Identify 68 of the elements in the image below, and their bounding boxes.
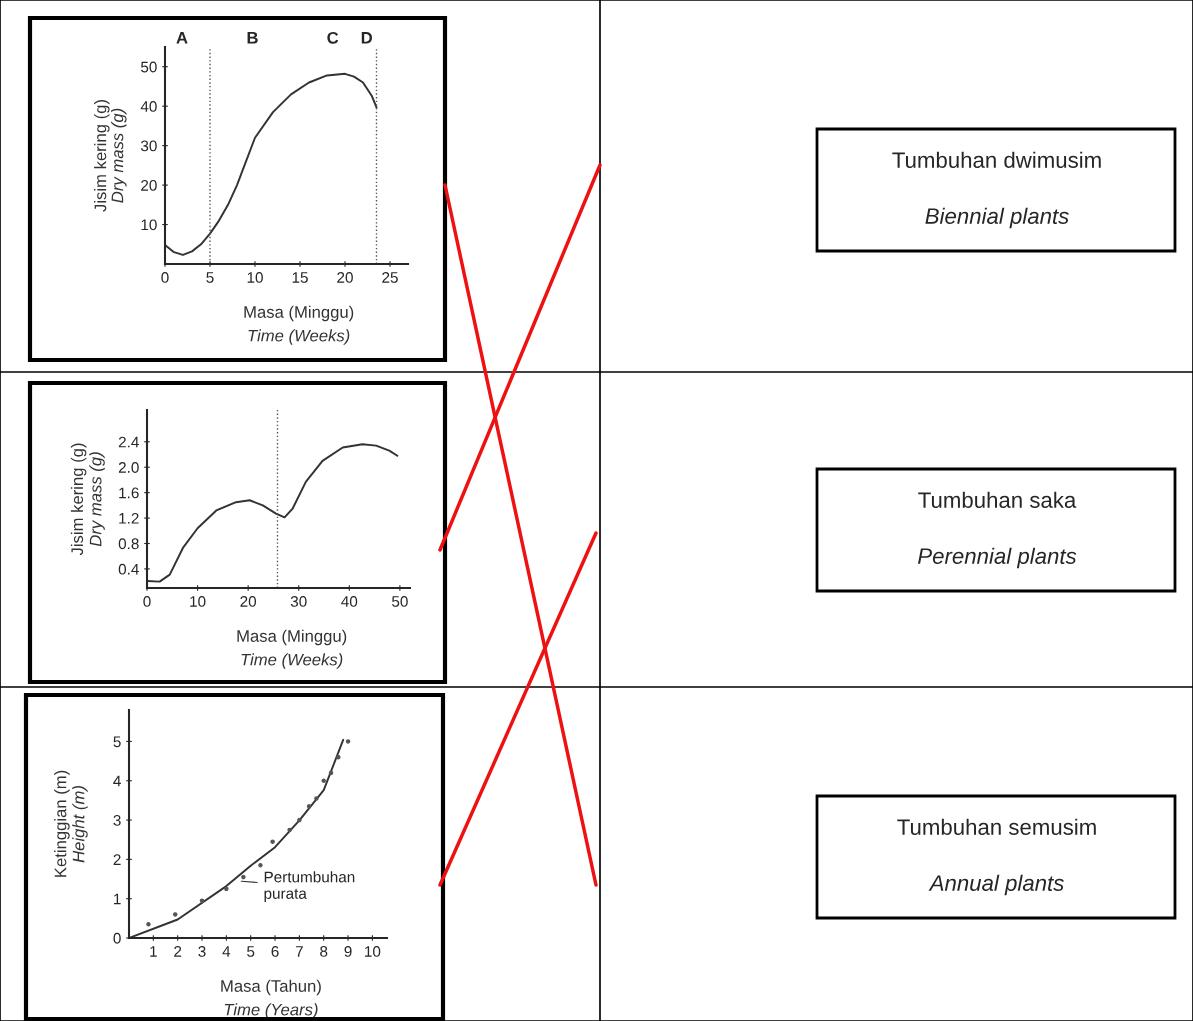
annotation: Pertumbuhan purata [264,871,355,902]
y-tick-label: 0.4 [118,563,139,575]
x-tick-label: 50 [392,596,408,607]
y-axis-title: Jisim kering (g) Dry mass (g) [70,443,105,556]
x-tick-label: 4 [222,946,231,957]
y-tick-label: 4 [113,775,121,787]
x-tick-label: 40 [341,596,358,607]
x-tick-label: 10 [190,596,206,607]
y-tick-label: 2 [113,854,121,865]
line-series [147,443,399,583]
point [258,863,263,868]
y-tick-label: 0 [113,932,121,944]
y-tick-label: 10 [141,219,157,231]
x-tick-label: 20 [337,272,353,283]
line-series [165,72,378,256]
point [306,804,312,809]
x-tick-label: 5 [247,946,255,957]
text: A [176,32,188,44]
y-axis-title: Jisim kering (g) Dry mass (g) [94,100,127,212]
x-axis-title: Masa (Minggu) Time (Weeks) [237,629,347,669]
x-tick-label: 25 [382,272,398,283]
point [321,778,326,784]
y-tick-label: 0.8 [118,538,139,550]
x-tick-label: 5 [206,272,214,283]
y-tick-label: 1.2 [119,512,139,524]
point [336,754,341,760]
text: Tumbuhan dwimusim Biennial plants [892,151,1101,229]
x-axis-title: Masa (Tahun) Time (Years) [221,979,321,1019]
text: Tumbuhan semusim Annual plants [897,818,1096,896]
x-tick-label: 3 [198,946,206,957]
y-tick-label: 2.0 [118,462,139,473]
point [314,796,319,801]
y-tick-label: 1 [114,893,121,905]
x-tick-label: 20 [240,596,257,607]
y-tick-label: 30 [140,140,157,152]
point [172,912,178,917]
x-tick-label: 10 [365,946,381,957]
point [146,921,151,927]
x-tick-label: 9 [344,946,352,957]
x-tick-label: 0 [161,272,169,283]
point [270,839,275,844]
y-tick-label: 1.6 [119,487,139,499]
x-tick-label: 7 [295,946,303,957]
x-tick-label: 6 [271,946,279,957]
point [345,739,351,744]
text: C [327,31,339,44]
x-tick-label: 8 [320,946,328,957]
text: Tumbuhan saka Perennial plants [918,491,1077,569]
point [199,898,205,903]
y-tick-label: 3 [113,814,121,826]
y-tick-label: 20 [141,179,157,191]
text: D [361,32,373,44]
point [328,770,334,776]
y-tick-label: 50 [140,61,157,73]
x-axis-title: Masa (Minggu) Time (Weeks) [244,305,354,345]
x-tick-label: 15 [292,272,308,283]
point [287,827,292,833]
y-axis-title: Ketinggian (m) Height (m) [54,770,88,877]
point [224,886,229,892]
x-tick-label: 2 [174,946,182,957]
point [297,817,302,823]
point [241,874,246,880]
x-tick-label: 30 [290,596,307,607]
text: B [247,32,258,44]
y-tick-label: 40 [140,101,157,112]
y-tick-label: 2.4 [118,436,139,448]
x-tick-label: 10 [247,272,263,283]
y-tick-label: 5 [113,736,121,748]
